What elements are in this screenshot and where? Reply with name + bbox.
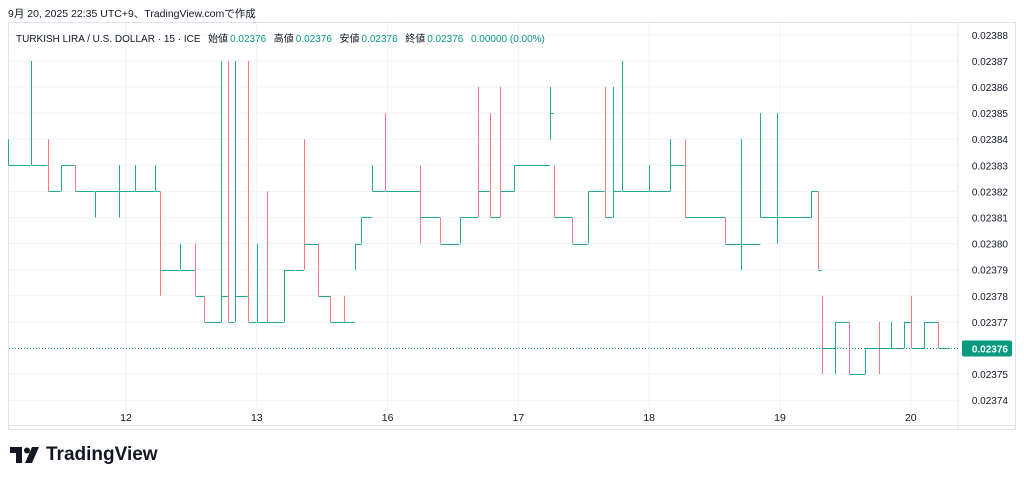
change-value: 0.00000 (0.00%) [470, 34, 545, 45]
symbol-legend: TURKISH LIRA / U.S. DOLLAR · 15 · ICE 始値… [16, 30, 547, 45]
high-label: 高値 [273, 34, 294, 45]
open-value: 0.02376 [230, 34, 267, 45]
y-tick-label: 0.02379 [972, 266, 1009, 277]
last-price-badge [962, 340, 1012, 357]
y-tick-label: 0.02377 [972, 318, 1009, 329]
y-tick-label: 0.02388 [972, 31, 1009, 42]
y-tick-label: 0.02374 [972, 396, 1009, 407]
low-value: 0.02376 [361, 34, 398, 45]
x-tick-label: 20 [905, 412, 917, 424]
y-tick-label: 0.02385 [972, 109, 1009, 120]
x-tick-label: 12 [120, 412, 132, 424]
logo-text: TradingView [46, 444, 158, 465]
high-value: 0.02376 [295, 34, 332, 45]
chart-frame [8, 22, 1016, 430]
x-tick-label: 19 [774, 412, 786, 424]
symbol-name: TURKISH LIRA / U.S. DOLLAR · 15 · ICE [16, 34, 201, 45]
close-value: 0.02376 [427, 34, 464, 45]
tradingview-logo[interactable]: TradingView [10, 444, 158, 466]
open-label: 始値 [208, 34, 229, 45]
chart-caption: 9月 20, 2025 22:35 UTC+9、TradingView.comで… [8, 8, 256, 20]
low-label: 安値 [339, 34, 360, 45]
y-tick-label: 0.02381 [972, 214, 1009, 225]
close-label: 終値 [405, 34, 426, 45]
tradingview-logo-icon [10, 447, 39, 463]
x-tick-label: 16 [382, 412, 394, 424]
y-tick-label: 0.02378 [972, 292, 1009, 303]
x-tick-label: 17 [513, 412, 525, 424]
x-tick-label: 18 [643, 412, 655, 424]
y-tick-label: 0.02387 [972, 57, 1009, 68]
y-tick-label: 0.02383 [972, 161, 1009, 172]
y-tick-label: 0.02375 [972, 370, 1009, 381]
y-tick-label: 0.02380 [972, 240, 1009, 251]
y-tick-label: 0.02384 [972, 135, 1009, 146]
x-tick-label: 13 [251, 412, 263, 424]
y-tick-label: 0.02382 [972, 187, 1009, 198]
y-tick-label: 0.02386 [972, 83, 1009, 94]
last-price-label: 0.02376 [972, 345, 1009, 356]
